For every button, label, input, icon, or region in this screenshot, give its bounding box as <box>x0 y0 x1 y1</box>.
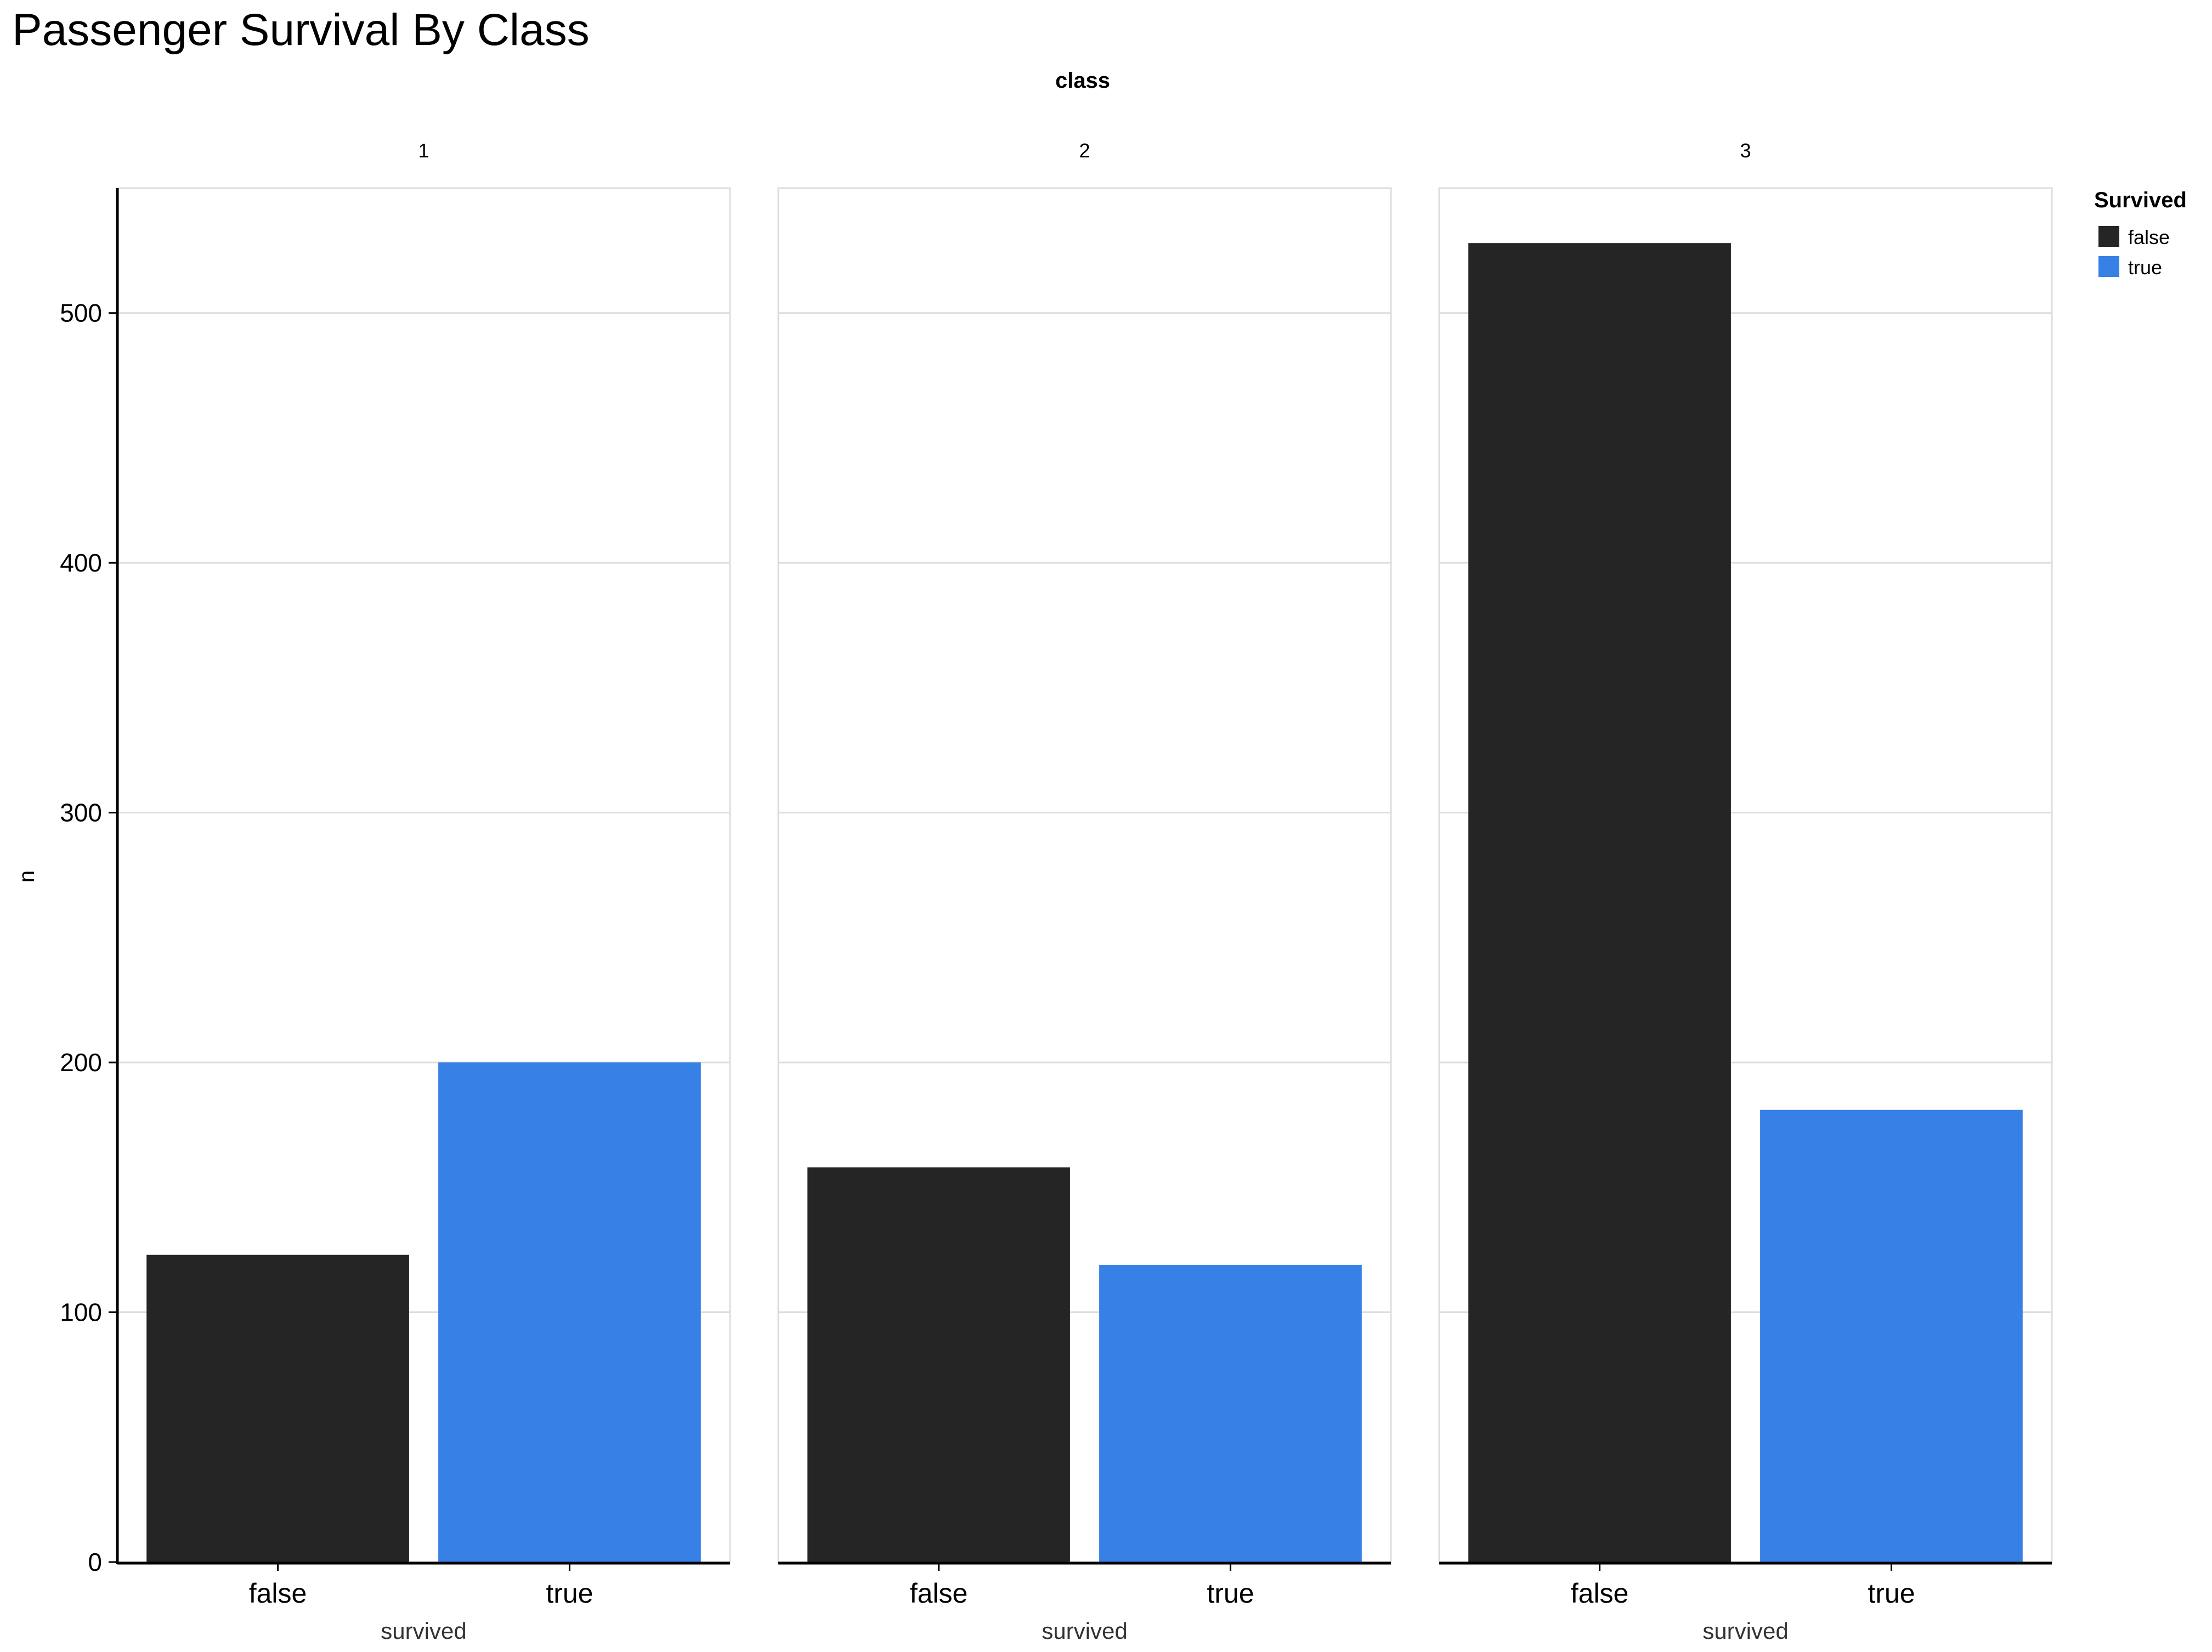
facet-panel-1: 1 false true survived 0 100 200 300 400 500 <box>60 139 731 1644</box>
legend-label-true: true <box>2128 256 2162 279</box>
y-axis-title: n <box>15 870 39 882</box>
bar-class-3-false <box>1468 243 1731 1563</box>
x-tick-label: false <box>910 1578 968 1609</box>
bar-class-2-true <box>1099 1265 1362 1562</box>
bar-class-1-true <box>438 1062 701 1562</box>
legend-swatch-false <box>2098 226 2119 247</box>
bar-class-3-true <box>1760 1110 2023 1562</box>
y-tick-label: 100 <box>60 1298 102 1327</box>
facet-label-3: 3 <box>1740 139 1751 162</box>
y-tick-label: 500 <box>60 299 102 327</box>
legend: Survived false true <box>2094 188 2187 279</box>
legend-swatch-true <box>2098 256 2119 277</box>
legend-title: Survived <box>2094 188 2187 212</box>
x-tick-label: false <box>249 1578 307 1609</box>
legend-label-false: false <box>2128 226 2170 248</box>
x-tick-label: true <box>546 1578 593 1609</box>
x-tick-label: false <box>1571 1578 1629 1609</box>
x-tick-label: true <box>1868 1578 1915 1609</box>
y-tick-label: 200 <box>60 1048 102 1077</box>
y-tick-label: 0 <box>88 1548 102 1576</box>
bar-class-2-false <box>807 1167 1070 1562</box>
facet-panels: 1 false true survived 0 100 200 300 400 500 2 false… <box>60 139 2053 1644</box>
facet-label-1: 1 <box>418 139 429 162</box>
x-tick-label: true <box>1207 1578 1254 1609</box>
facet-panel-3: 3 false true survived <box>1438 139 2053 1644</box>
facet-label-2: 2 <box>1079 139 1090 162</box>
x-axis-title: survived <box>381 1618 466 1644</box>
y-tick-label: 300 <box>60 799 102 827</box>
facet-panel-2: 2 false true survived <box>777 139 1392 1644</box>
y-tick-label: 400 <box>60 548 102 577</box>
chart-title: Passenger Survival By Class <box>12 5 590 55</box>
x-axis-title: survived <box>1042 1618 1127 1644</box>
facet-header-title: class <box>1055 69 1110 93</box>
x-axis-title: survived <box>1702 1618 1788 1644</box>
bar-class-1-false <box>146 1254 409 1562</box>
